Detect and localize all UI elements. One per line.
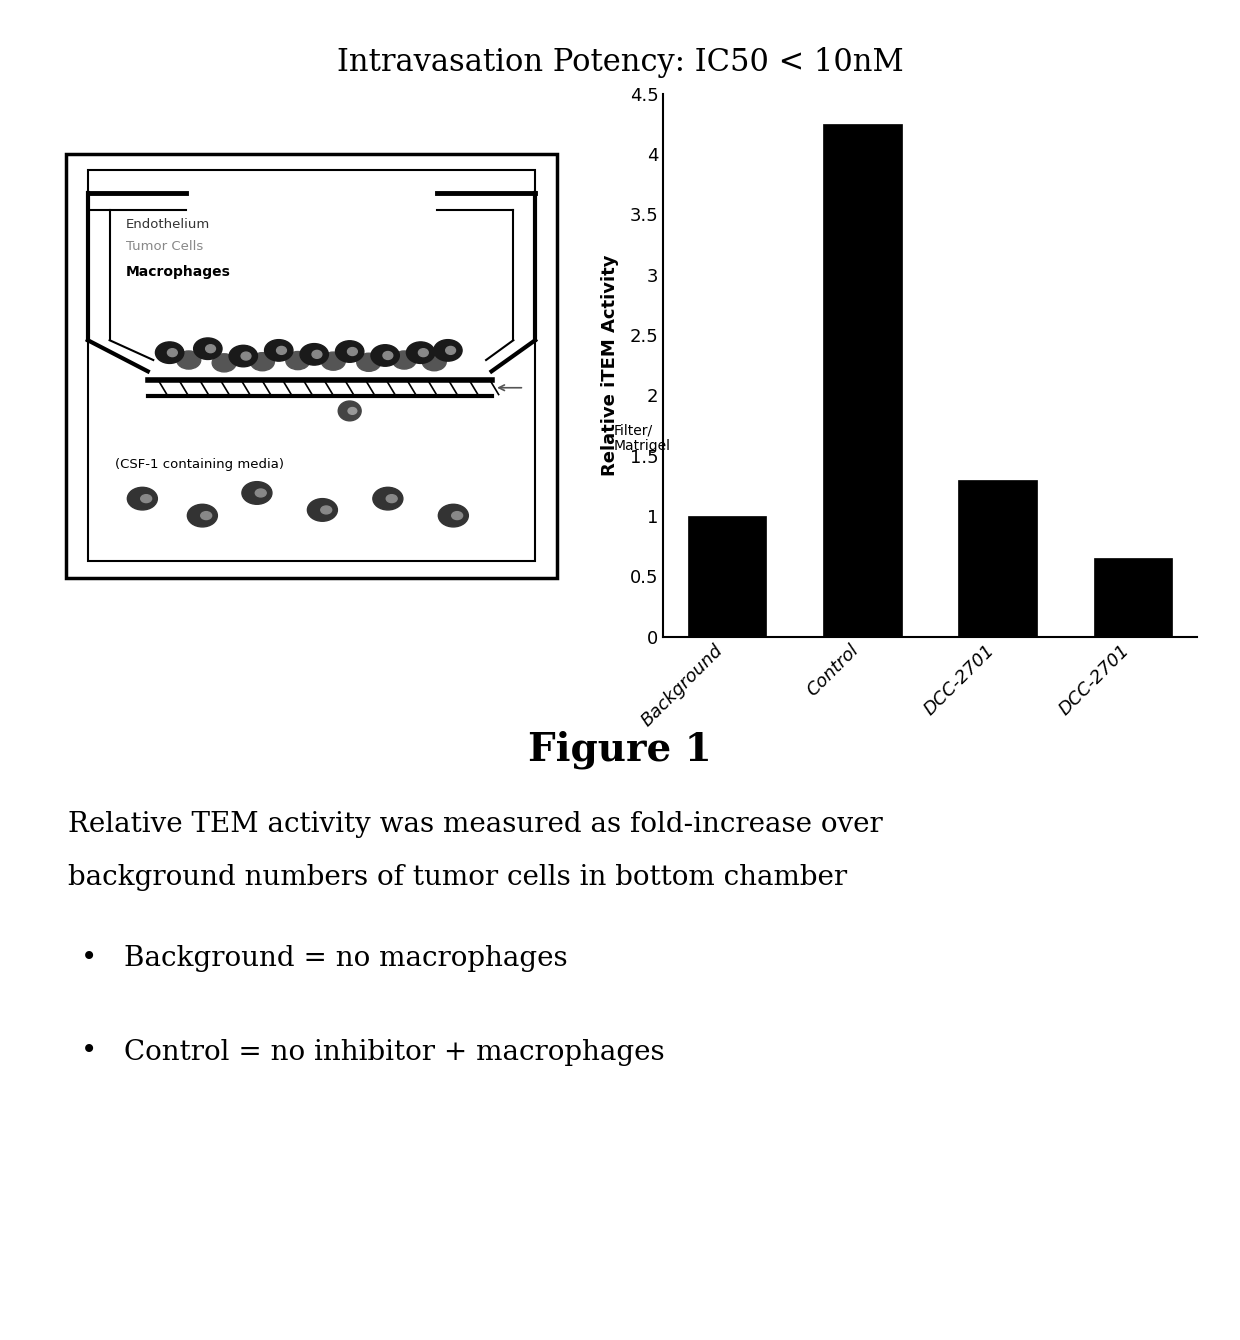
Ellipse shape — [373, 488, 403, 511]
Ellipse shape — [277, 347, 286, 354]
Ellipse shape — [336, 340, 363, 362]
Ellipse shape — [241, 352, 250, 360]
Ellipse shape — [418, 348, 428, 356]
Text: Background = no macrophages: Background = no macrophages — [124, 945, 568, 972]
Ellipse shape — [386, 494, 397, 502]
Text: Macrophages: Macrophages — [126, 265, 231, 279]
Ellipse shape — [242, 481, 272, 504]
Ellipse shape — [445, 347, 455, 354]
Bar — [66, 154, 557, 578]
Ellipse shape — [167, 348, 177, 356]
Text: Endothelium: Endothelium — [126, 217, 211, 230]
Ellipse shape — [193, 338, 222, 359]
Bar — [88, 170, 536, 561]
Ellipse shape — [407, 342, 435, 363]
Ellipse shape — [187, 504, 217, 527]
Text: background numbers of tumor cells in bottom chamber: background numbers of tumor cells in bot… — [68, 864, 847, 891]
Bar — [959, 480, 1037, 636]
Ellipse shape — [451, 512, 463, 520]
Ellipse shape — [383, 351, 393, 359]
Bar — [688, 516, 766, 636]
Text: Relative TEM activity was measured as fold-increase over: Relative TEM activity was measured as fo… — [68, 811, 883, 838]
Ellipse shape — [229, 346, 258, 367]
Ellipse shape — [255, 489, 267, 497]
Ellipse shape — [321, 352, 345, 370]
Ellipse shape — [177, 351, 201, 369]
Ellipse shape — [201, 512, 212, 520]
Bar — [1094, 557, 1172, 636]
Ellipse shape — [339, 401, 361, 421]
Text: •: • — [81, 1038, 97, 1065]
Ellipse shape — [423, 352, 446, 371]
Ellipse shape — [300, 343, 329, 364]
Ellipse shape — [128, 488, 157, 511]
Ellipse shape — [357, 354, 381, 371]
Text: (CSF-1 containing media): (CSF-1 containing media) — [115, 458, 284, 472]
Ellipse shape — [155, 342, 184, 363]
Ellipse shape — [286, 351, 310, 370]
Text: Control = no inhibitor + macrophages: Control = no inhibitor + macrophages — [124, 1038, 665, 1065]
Ellipse shape — [312, 350, 322, 358]
Ellipse shape — [392, 351, 417, 369]
Ellipse shape — [206, 344, 216, 352]
Text: Filter/
Matrigel: Filter/ Matrigel — [614, 423, 671, 453]
Bar — [823, 123, 901, 636]
Ellipse shape — [264, 339, 293, 362]
Ellipse shape — [348, 407, 357, 414]
Ellipse shape — [140, 494, 151, 502]
Ellipse shape — [371, 344, 399, 366]
Text: •: • — [81, 945, 97, 972]
Ellipse shape — [321, 507, 331, 515]
Text: Intravasation Potency: IC50 < 10nM: Intravasation Potency: IC50 < 10nM — [337, 47, 903, 78]
Ellipse shape — [434, 339, 463, 362]
Ellipse shape — [250, 352, 274, 371]
Ellipse shape — [439, 504, 469, 527]
Ellipse shape — [212, 354, 236, 373]
Y-axis label: Relative iTEM Activity: Relative iTEM Activity — [600, 255, 619, 476]
Ellipse shape — [347, 347, 357, 355]
Text: Tumor Cells: Tumor Cells — [126, 240, 203, 253]
Text: Figure 1: Figure 1 — [528, 730, 712, 769]
Ellipse shape — [308, 498, 337, 521]
